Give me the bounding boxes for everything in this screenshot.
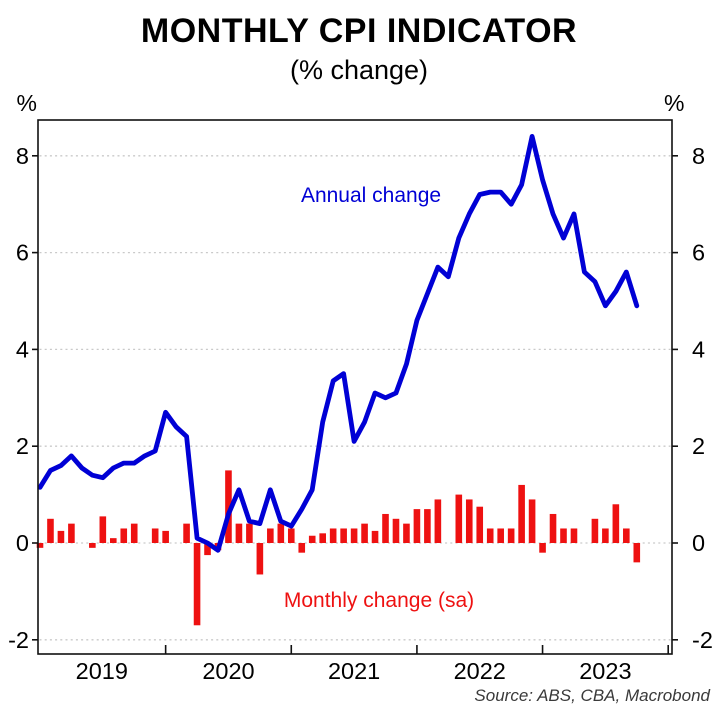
monthly-change-bar — [340, 528, 347, 543]
y-tick-label-right: 0 — [692, 530, 705, 556]
monthly-change-bar — [361, 523, 368, 543]
x-year-label: 2023 — [579, 658, 631, 684]
monthly-change-bar — [434, 499, 442, 543]
x-year-label: 2020 — [202, 658, 254, 684]
monthly-change-bar — [549, 513, 557, 543]
monthly-change-bar — [36, 543, 44, 548]
monthly-change-bar — [392, 518, 400, 543]
y-tick-label-left: 6 — [16, 240, 29, 266]
monthly-change-bar — [246, 523, 253, 543]
plot-frame — [37, 119, 673, 655]
line-series-label: Annual change — [300, 184, 442, 207]
monthly-change-bar — [350, 528, 358, 543]
monthly-change-bar — [308, 535, 316, 543]
monthly-change-bar — [633, 543, 641, 563]
y-tick-label-left: 2 — [16, 433, 29, 459]
monthly-change-bar — [455, 494, 463, 543]
y-tick-label-right: 6 — [692, 240, 705, 266]
y-tick-label-left: 4 — [16, 336, 29, 362]
monthly-change-bar — [225, 470, 232, 543]
y-tick-label-right: 2 — [692, 433, 705, 459]
monthly-change-bar — [183, 523, 190, 543]
monthly-change-bar — [68, 523, 75, 543]
monthly-change-bar — [602, 528, 609, 543]
monthly-change-bar — [424, 509, 431, 543]
monthly-change-bar — [413, 509, 421, 543]
y-tick-label-right: 4 — [692, 336, 705, 362]
x-year-label: 2021 — [328, 658, 380, 684]
monthly-change-bar — [57, 530, 65, 543]
monthly-change-bar — [371, 530, 379, 543]
monthly-change-bar — [612, 504, 620, 543]
monthly-change-bar — [319, 533, 326, 543]
monthly-change-bar — [89, 543, 96, 548]
page-title: MONTHLY CPI INDICATOR — [140, 12, 578, 50]
y-tick-label-left: 0 — [16, 530, 29, 556]
monthly-change-bar — [486, 528, 494, 543]
monthly-change-bar — [298, 543, 306, 553]
y-tick-label-left: -2 — [8, 627, 29, 653]
bar-series-label: Monthly change (sa) — [283, 589, 475, 612]
monthly-change-bar — [151, 528, 159, 543]
monthly-change-bar — [204, 543, 211, 556]
monthly-change-bar — [465, 499, 473, 543]
y-tick-label-right: 8 — [692, 143, 705, 169]
monthly-change-bar — [539, 543, 546, 553]
monthly-change-bar — [130, 523, 138, 543]
monthly-change-bar — [570, 528, 578, 543]
source-credit: Source: ABS, CBA, Macrobond — [474, 686, 710, 705]
monthly-change-bar — [256, 543, 264, 575]
monthly-change-bar — [507, 528, 515, 543]
annual-change-line — [37, 133, 640, 553]
monthly-change-bar — [120, 528, 128, 543]
y-axis-unit-left: % — [16, 90, 37, 116]
y-tick-label-right: -2 — [692, 627, 713, 653]
monthly-change-bar — [528, 499, 536, 543]
monthly-change-bar — [267, 528, 274, 543]
monthly-change-bar — [518, 484, 525, 543]
monthly-change-bar — [591, 518, 599, 543]
monthly-change-bar — [497, 528, 504, 543]
monthly-change-bar — [476, 506, 484, 543]
x-year-label: 2019 — [76, 658, 128, 684]
monthly-change-bar — [235, 523, 243, 543]
monthly-change-bar — [560, 528, 567, 543]
monthly-change-bar — [403, 523, 410, 543]
monthly-change-bar — [287, 528, 295, 543]
monthly-change-bar — [47, 518, 54, 543]
monthly-change-bar — [382, 513, 389, 543]
monthly-change-bar — [99, 516, 107, 543]
y-axis-unit-right: % — [664, 90, 685, 116]
monthly-change-bar — [623, 528, 630, 543]
x-year-label: 2022 — [454, 658, 506, 684]
monthly-change-bar — [162, 530, 169, 543]
monthly-change-bar — [329, 528, 337, 543]
monthly-change-bar — [109, 538, 117, 543]
monthly-change-bar — [193, 543, 201, 626]
y-tick-label-left: 8 — [16, 143, 29, 169]
monthly-change-bar — [277, 523, 285, 543]
chart-subtitle: (% change) — [289, 55, 429, 85]
